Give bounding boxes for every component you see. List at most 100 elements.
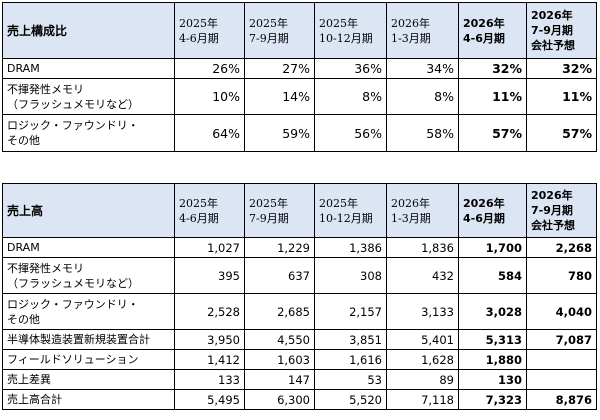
table-row: ロジック・ファウンドリ・ その他 64% 59% 56% 58% 57% 57% (2, 114, 597, 152)
table-cell: 1,628 (386, 349, 459, 370)
column-header: 2025年 4-6月期 (174, 183, 245, 238)
column-period: 4-6月期 (463, 211, 505, 225)
table-cell: 27% (244, 58, 315, 79)
table-cell: 36% (314, 58, 387, 79)
column-period: 1-3月期 (391, 211, 431, 225)
column-year: 2025年 (179, 16, 218, 30)
column-year: 2026年 (391, 16, 430, 30)
table-cell: 308 (314, 257, 387, 294)
table-cell: 1,700 (458, 237, 527, 258)
table-row: DRAM 26% 27% 36% 34% 32% 32% (2, 58, 597, 79)
table-cell: 147 (244, 369, 315, 390)
sales-table: 売上高 2025年 4-6月期 2025年 7-9月期 2025年 10-12月期 2026… (2, 183, 597, 410)
column-header: 2026年 1-3月期 (386, 2, 459, 59)
table-cell: 8,876 (526, 389, 597, 410)
column-header: 2025年 10-12月期 (314, 183, 387, 238)
header-row: 売上構成比 2025年 4-6月期 2025年 7-9月期 2025年 10-12月期 20… (2, 2, 597, 59)
table-row: 半導体製造装置新規装置合計 3,950 4,550 3,851 5,401 5,313 7,… (2, 329, 597, 350)
table-cell: 4,550 (244, 329, 315, 350)
table-cell: 10% (174, 78, 245, 115)
table-cell: 5,313 (458, 329, 527, 350)
table-cell: 3,950 (174, 329, 245, 350)
column-header: 2025年 4-6月期 (174, 2, 245, 59)
row-label-line: 不揮発性メモリ (7, 82, 84, 96)
row-label: ロジック・ファウンドリ・ その他 (2, 114, 175, 152)
table-cell: 1,027 (174, 237, 245, 258)
row-label-line: ロジック・ファウンドリ・ (7, 297, 139, 311)
table-cell: 4,040 (526, 293, 597, 330)
table-cell: 5,401 (386, 329, 459, 350)
table-cell: 432 (386, 257, 459, 294)
table-row: 不揮発性メモリ （フラッシュメモリなど） 10% 14% 8% 8% 11% 11% (2, 78, 597, 115)
table-cell: 1,616 (314, 349, 387, 370)
table-cell: 2,157 (314, 293, 387, 330)
column-period: 7-9月期 (531, 24, 573, 37)
table-cell: 3,851 (314, 329, 387, 350)
column-header: 2026年 7-9月期会社予想 (526, 2, 597, 59)
column-header: 2026年 7-9月期 会社予想 (526, 183, 597, 238)
table-row: ロジック・ファウンドリ・ その他 2,528 2,685 2,157 3,133 3,028… (2, 293, 597, 330)
column-header: 2026年 4-6月期 (458, 2, 527, 59)
column-year: 2026年 (463, 16, 505, 30)
table-cell: 11% (458, 78, 527, 115)
table-cell: 56% (314, 114, 387, 152)
column-note: 会社予想 (531, 39, 575, 52)
column-header: 2025年 10-12月期 (314, 2, 387, 59)
table-cell: 2,685 (244, 293, 315, 330)
header-row: 売上高 2025年 4-6月期 2025年 7-9月期 2025年 10-12月期 2026… (2, 183, 597, 238)
row-label-line: フィールドソリューション (7, 353, 139, 366)
table-cell: 26% (174, 58, 245, 79)
table-cell: 584 (458, 257, 527, 294)
row-label: 半導体製造装置新規装置合計 (2, 329, 175, 350)
table-cell: 133 (174, 369, 245, 390)
corner-label: 売上構成比 (2, 2, 175, 59)
table-cell (526, 349, 597, 370)
table-cell: 7,118 (386, 389, 459, 410)
column-year: 2025年 (249, 196, 288, 210)
row-label: フィールドソリューション (2, 349, 175, 370)
table-cell: 7,087 (526, 329, 597, 350)
row-label: 不揮発性メモリ （フラッシュメモリなど） (2, 78, 175, 115)
row-label-line: DRAM (7, 62, 40, 75)
column-year: 2025年 (319, 196, 358, 210)
row-label: DRAM (2, 58, 175, 79)
column-period: 10-12月期 (319, 31, 373, 45)
column-year: 2025年 (319, 16, 358, 30)
table-cell: 780 (526, 257, 597, 294)
column-period: 7-9月期 (249, 31, 289, 45)
table-cell: 2,528 (174, 293, 245, 330)
column-year: 2026年 (463, 196, 505, 210)
row-label-line: （フラッシュメモリなど） (7, 97, 139, 111)
row-label: ロジック・ファウンドリ・ その他 (2, 293, 175, 330)
column-year: 2026年 (531, 189, 573, 202)
table-cell (526, 369, 597, 390)
column-header: 2026年 1-3月期 (386, 183, 459, 238)
column-year: 2026年 (531, 9, 573, 22)
table-cell: 2,268 (526, 237, 597, 258)
column-header: 2025年 7-9月期 (244, 183, 315, 238)
table-cell: 3,133 (386, 293, 459, 330)
table-cell: 1,880 (458, 349, 527, 370)
table-cell: 130 (458, 369, 527, 390)
table-cell: 32% (458, 58, 527, 79)
table-cell: 637 (244, 257, 315, 294)
column-period: 4-6月期 (179, 31, 219, 45)
table-cell: 53 (314, 369, 387, 390)
table-cell: 1,412 (174, 349, 245, 370)
table-cell: 3,028 (458, 293, 527, 330)
column-period: 7-9月期 (531, 204, 573, 217)
sales-ratio-table: 売上構成比 2025年 4-6月期 2025年 7-9月期 2025年 10-12月期 20… (2, 2, 597, 152)
table-cell: 1,603 (244, 349, 315, 370)
row-label: 売上差異 (2, 369, 175, 390)
row-label-line: その他 (7, 134, 40, 147)
table-cell: 1,229 (244, 237, 315, 258)
column-period: 7-9月期 (249, 211, 289, 225)
corner-label: 売上高 (2, 183, 175, 238)
table-cell: 89 (386, 369, 459, 390)
table-cell: 57% (526, 114, 597, 152)
table-cell: 8% (314, 78, 387, 115)
table-cell: 57% (458, 114, 527, 152)
table-cell: 6,300 (244, 389, 315, 410)
column-period: 4-6月期 (463, 31, 505, 45)
column-header: 2025年 7-9月期 (244, 2, 315, 59)
